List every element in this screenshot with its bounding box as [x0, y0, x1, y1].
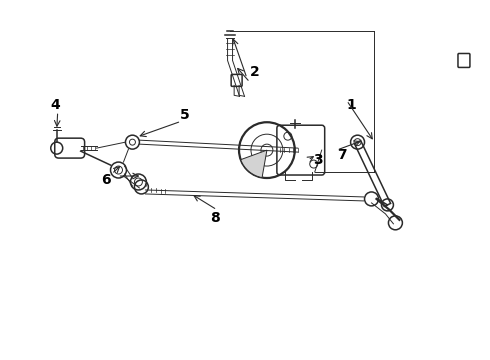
Text: 1: 1	[347, 98, 356, 112]
Text: 8: 8	[210, 211, 220, 225]
Text: 5: 5	[180, 108, 190, 122]
Text: 7: 7	[337, 148, 346, 162]
Wedge shape	[241, 150, 267, 177]
Text: 3: 3	[313, 153, 322, 167]
Text: 6: 6	[101, 173, 110, 187]
Text: 2: 2	[250, 66, 260, 80]
Text: 4: 4	[51, 98, 61, 112]
